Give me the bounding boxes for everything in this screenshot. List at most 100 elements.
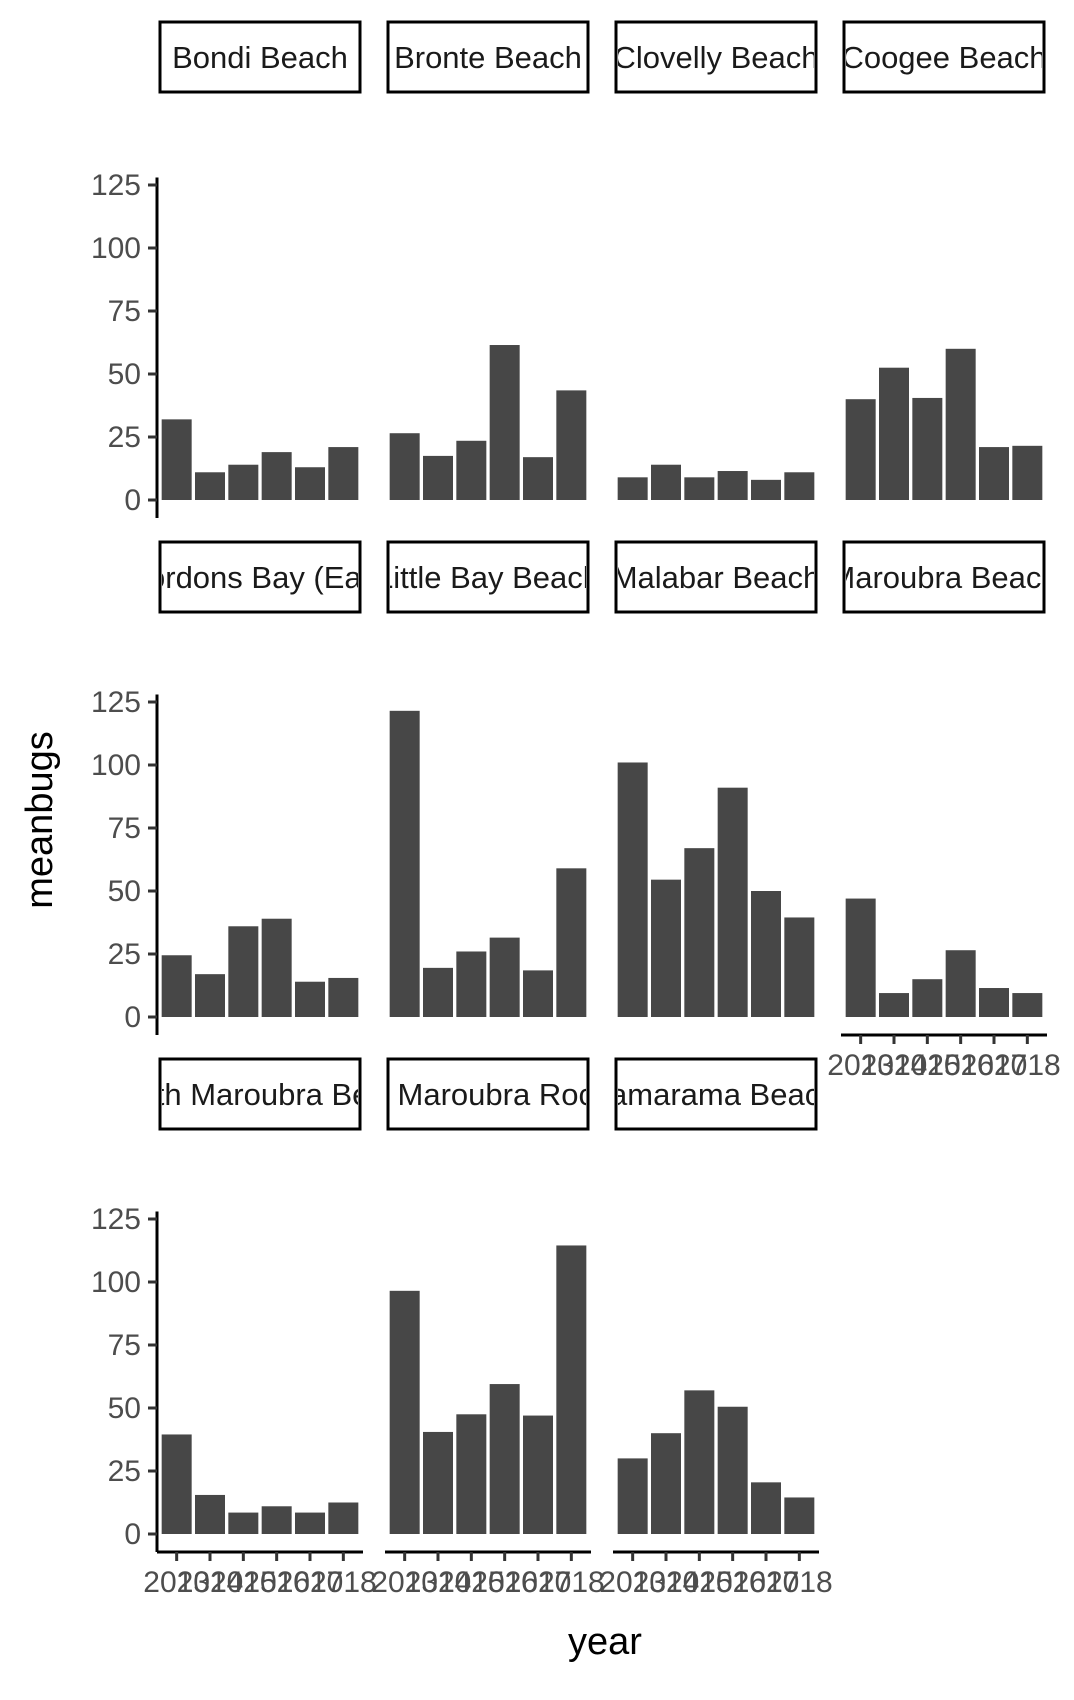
- strip-box-maroubra-beach: [842, 540, 1046, 614]
- bar-gordons-bay-east-2014: [195, 974, 225, 1017]
- bar-coogee-beach-2014: [879, 367, 909, 500]
- bar-clovelly-beach-2013: [617, 477, 648, 500]
- y-tick-label: 0: [124, 1001, 141, 1034]
- bar-little-bay-beach-2014: [423, 967, 453, 1017]
- bar-malabar-beach-2014: [651, 879, 681, 1017]
- bar-bronte-beach-2016: [489, 345, 520, 500]
- bar-malabar-beach-2015: [684, 848, 715, 1017]
- bar-south-maroubra-beach-2014: [195, 1494, 225, 1534]
- bar-gordons-bay-east-2018: [328, 977, 359, 1017]
- bar-bondi-beach-2013: [161, 419, 192, 500]
- strip-box-south-maroubra-beach: [158, 1057, 362, 1131]
- bar-little-bay-beach-2018: [556, 868, 587, 1017]
- y-tick-label: 75: [108, 295, 141, 328]
- x-tick-label: 2013: [371, 1566, 438, 1599]
- y-tick-label: 100: [91, 749, 141, 782]
- bar-malabar-beach-2016: [717, 787, 748, 1017]
- y-tick-label: 75: [108, 1329, 141, 1362]
- bar-south-maroubra-beach-2015: [228, 1512, 259, 1534]
- x-tick-label: 2017: [961, 1049, 1028, 1082]
- bar-little-bay-beach-2016: [489, 937, 520, 1017]
- y-tick-label: 0: [124, 484, 141, 517]
- bar-clovelly-beach-2016: [717, 471, 748, 500]
- strip-label-south-maroubra-rockpool: South Maroubra Rockpool: [308, 1077, 668, 1112]
- x-tick-label: 2017: [505, 1566, 572, 1599]
- bar-bondi-beach-2017: [295, 467, 325, 500]
- bar-coogee-beach-2016: [945, 348, 976, 500]
- bar-tamarama-beach-2013: [617, 1458, 648, 1534]
- bar-tamarama-beach-2017: [751, 1482, 781, 1534]
- x-tick-label: 2014: [177, 1566, 244, 1599]
- bar-bronte-beach-2017: [523, 457, 553, 500]
- x-tick-label: 2015: [894, 1049, 961, 1082]
- bar-tamarama-beach-2014: [651, 1433, 681, 1534]
- x-tick-label: 2016: [471, 1566, 538, 1599]
- x-tick-label: 2015: [666, 1566, 733, 1599]
- y-tick-label: 75: [108, 812, 141, 845]
- bar-little-bay-beach-2015: [456, 951, 487, 1017]
- panel-coogee-beach: Coogee Beach: [842, 20, 1046, 500]
- bar-south-maroubra-rockpool-2014: [423, 1431, 453, 1534]
- bar-south-maroubra-beach-2017: [295, 1512, 325, 1534]
- panel-bronte-beach: Bronte Beach: [386, 20, 590, 500]
- strip-box-bronte-beach: [386, 20, 590, 94]
- strip-label-south-maroubra-beach: South Maroubra Beach: [101, 1077, 420, 1112]
- y-tick-label: 125: [91, 1203, 141, 1236]
- x-tick-label: 2018: [994, 1049, 1061, 1082]
- x-axis-title: year: [568, 1621, 642, 1663]
- strip-label-clovelly-beach: Clovelly Beach: [613, 40, 818, 75]
- bar-malabar-beach-2013: [617, 762, 648, 1017]
- bar-tamarama-beach-2016: [717, 1406, 748, 1534]
- panel-little-bay-beach: Little Bay Beach: [376, 540, 600, 1017]
- y-tick-label: 125: [91, 686, 141, 719]
- bar-bondi-beach-2016: [261, 452, 292, 500]
- bar-maroubra-beach-2017: [979, 988, 1009, 1017]
- x-tick-label: 2018: [766, 1566, 833, 1599]
- bar-gordons-bay-east-2013: [161, 955, 192, 1017]
- bar-clovelly-beach-2017: [751, 479, 781, 500]
- bar-gordons-bay-east-2017: [295, 981, 325, 1017]
- bar-bronte-beach-2018: [556, 390, 587, 500]
- strip-box-tamarama-beach: [614, 1057, 818, 1131]
- bar-south-maroubra-rockpool-2016: [489, 1384, 520, 1534]
- strip-box-coogee-beach: [842, 20, 1046, 94]
- bar-maroubra-beach-2016: [945, 950, 976, 1017]
- x-tick-label: 2016: [927, 1049, 994, 1082]
- bar-south-maroubra-rockpool-2015: [456, 1414, 487, 1534]
- y-tick-label: 125: [91, 169, 141, 202]
- bar-coogee-beach-2017: [979, 447, 1009, 500]
- bar-bondi-beach-2015: [228, 464, 259, 500]
- bar-gordons-bay-east-2015: [228, 926, 259, 1017]
- y-tick-label: 0: [124, 1518, 141, 1551]
- bar-bondi-beach-2014: [195, 472, 225, 500]
- y-tick-label: 50: [108, 1392, 141, 1425]
- bar-tamarama-beach-2015: [684, 1390, 715, 1534]
- bar-malabar-beach-2018: [784, 917, 815, 1017]
- strip-label-bronte-beach: Bronte Beach: [394, 40, 582, 75]
- x-tick-label: 2015: [210, 1566, 277, 1599]
- bar-bronte-beach-2013: [389, 433, 420, 500]
- x-tick-label: 2016: [699, 1566, 766, 1599]
- strip-label-little-bay-beach: Little Bay Beach: [376, 560, 600, 595]
- y-tick-label: 25: [108, 421, 141, 454]
- panel-gordons-bay-east: Gordons Bay (East) 0 25 50 75 100 125: [91, 540, 396, 1035]
- bar-south-maroubra-rockpool-2013: [389, 1290, 420, 1534]
- y-tick-label: 50: [108, 875, 141, 908]
- strip-label-malabar-beach: Malabar Beach: [612, 560, 821, 595]
- strip-box-malabar-beach: [614, 540, 818, 614]
- strip-box-bondi-beach: [158, 20, 362, 94]
- strip-label-tamarama-beach: Tamarama Beach: [595, 1077, 838, 1112]
- bar-bronte-beach-2014: [423, 455, 453, 500]
- strip-label-gordons-bay-east: Gordons Bay (East): [124, 560, 396, 595]
- bar-bondi-beach-2018: [328, 447, 359, 500]
- x-tick-label: 2017: [277, 1566, 344, 1599]
- bar-south-maroubra-beach-2013: [161, 1434, 192, 1534]
- bar-coogee-beach-2013: [845, 399, 876, 500]
- bar-maroubra-beach-2014: [879, 993, 909, 1017]
- bar-tamarama-beach-2018: [784, 1497, 815, 1534]
- y-axis-title: meanbugs: [19, 731, 61, 908]
- bar-south-maroubra-beach-2018: [328, 1502, 359, 1534]
- bar-coogee-beach-2018: [1012, 445, 1043, 500]
